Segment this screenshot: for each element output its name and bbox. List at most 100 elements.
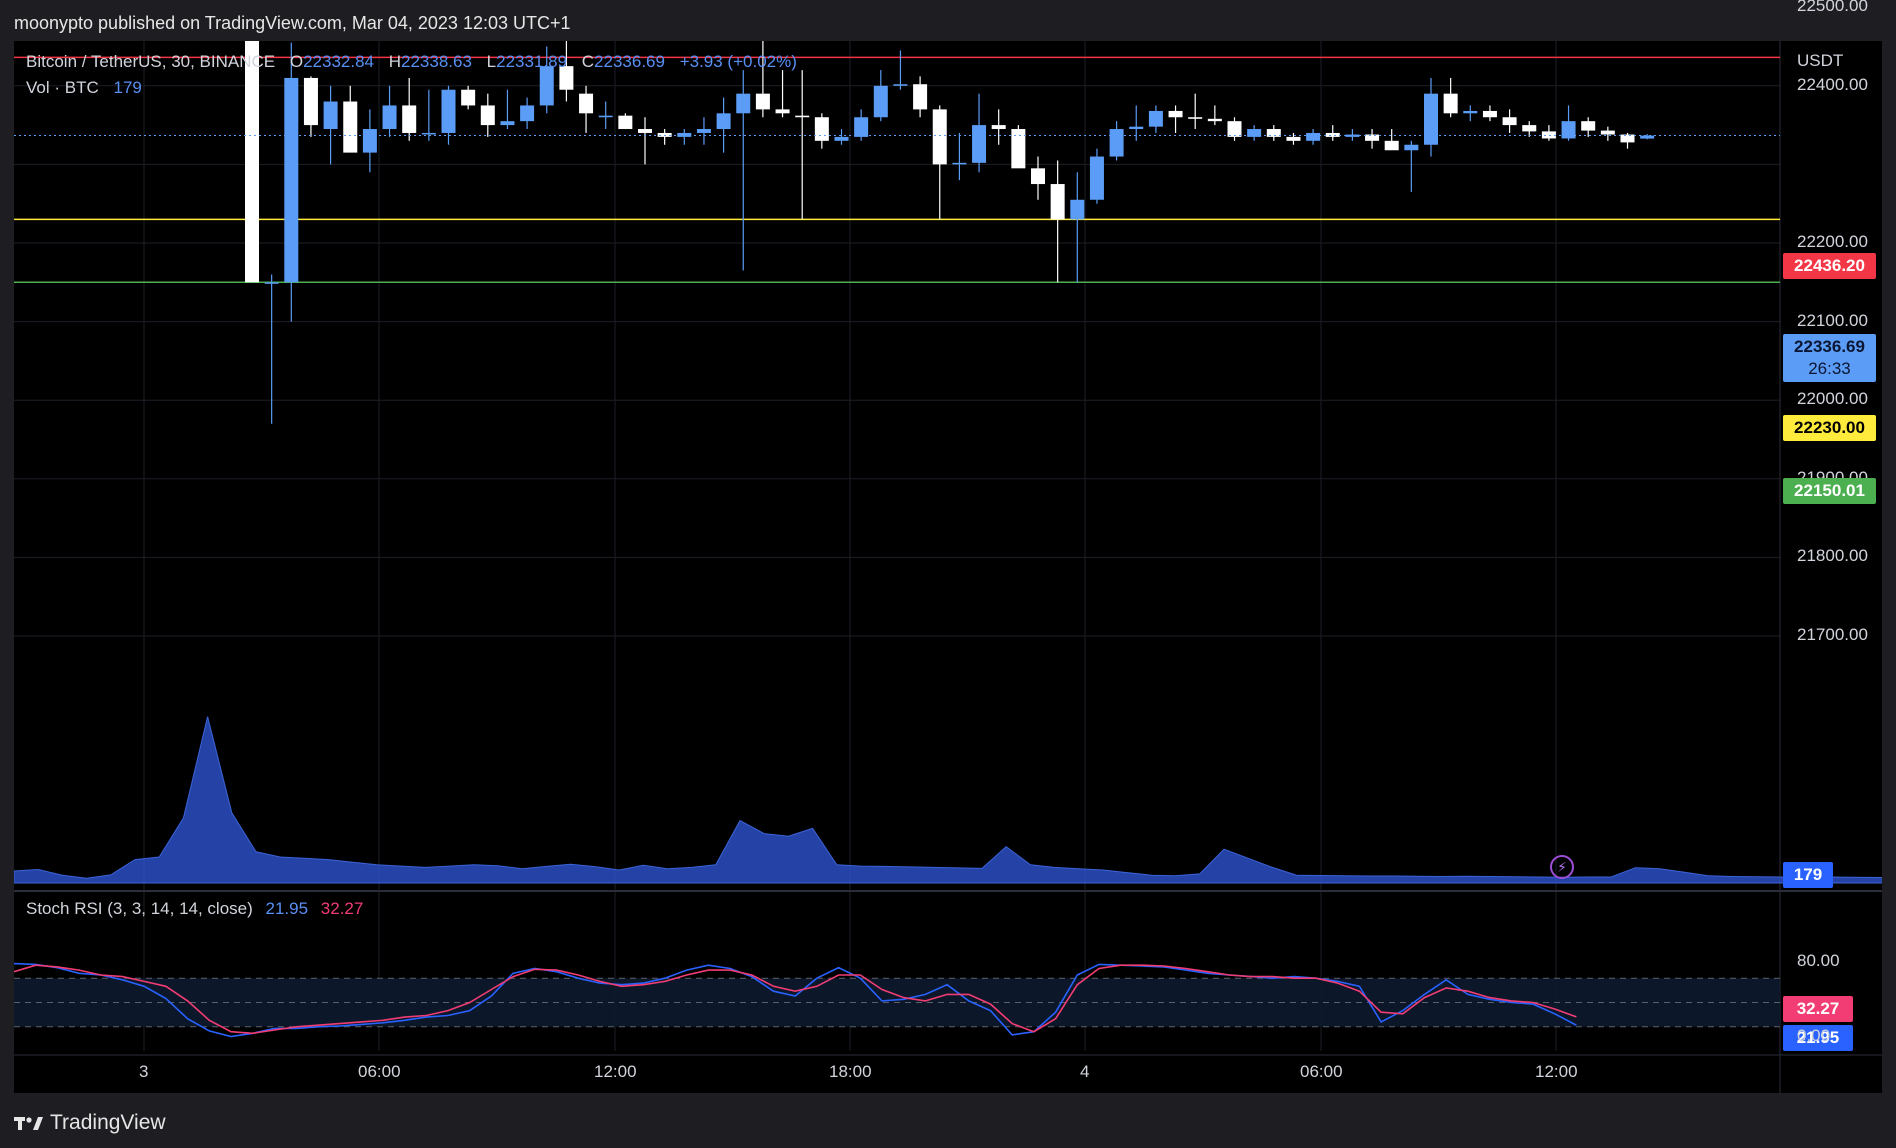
candle-body-28 [795,115,810,118]
current-price: 22336.69 [1794,337,1865,356]
candle-body-57 [1365,134,1380,141]
symbol-legend: Bitcoin / TetherUS, 30, BINANCE O22332.8… [26,51,797,73]
time-tick-2: 12:00 [594,1062,637,1081]
candle-body-46 [1148,110,1163,127]
stoch-label[interactable]: Stoch RSI (3, 3, 14, 14, close) [26,899,253,918]
candle-body-18 [598,115,613,118]
candle-body-2 [284,77,299,283]
price-tick-8: 21700.00 [1797,625,1868,644]
change-value: +3.93 (+0.02%) [679,52,797,71]
candle-body-33 [893,84,908,86]
candle-body-59 [1404,144,1419,151]
candle-body-16 [559,66,574,90]
time-tick-5: 06:00 [1300,1062,1343,1081]
candle-body-21 [657,132,672,137]
yellow-level-price-tag: 22230.00 [1783,415,1876,441]
candle-body-47 [1168,110,1183,118]
candle-body-23 [696,129,711,133]
candle-body-65 [1522,125,1537,132]
volume-tag: 179 [1783,862,1833,888]
candle-body-58 [1384,140,1399,151]
close-label: C [581,52,595,71]
price-tick-3: 22200.00 [1797,232,1868,251]
resistance-price-tag: 22436.20 [1783,253,1876,279]
price-tick-4: 22100.00 [1797,310,1868,330]
candle-body-44 [1109,129,1124,157]
candle-body-22 [677,132,692,137]
candle-body-13 [500,121,515,126]
candle-body-14 [520,105,535,122]
time-tick-0: 3 [139,1062,149,1081]
time-tick-6: 12:00 [1535,1062,1578,1081]
candle-body-63 [1482,110,1497,118]
candle-body-68 [1581,121,1596,131]
candle-body-54 [1306,132,1321,141]
candle-body-32 [873,85,888,118]
high-label: H [388,52,402,71]
tradingview-logo-icon [14,1117,43,1130]
chart-canvas[interactable] [14,41,1882,1093]
candle-body-7 [382,105,397,130]
candle-body-15 [539,66,554,106]
candle-body-51 [1247,129,1262,137]
stoch-d-tag: 32.27 [1783,996,1853,1022]
candle-body-49 [1207,118,1222,122]
stoch-tick-80: 80.00 [1797,951,1840,970]
current-price-tag: 22336.69 26:33 [1783,334,1876,382]
candle-body-12 [480,105,495,126]
candle-body-62 [1463,110,1478,114]
footer: TradingView [14,1108,166,1138]
candle-body-60 [1424,93,1438,145]
candle-body-10 [441,89,456,133]
chart-frame[interactable]: Bitcoin / TetherUS, 30, BINANCE O22332.8… [14,0,1882,1093]
high-value: 22338.63 [401,52,472,71]
candle-body-41 [1050,184,1065,220]
candle-body-27 [775,109,790,114]
price-tick-2: 22400.00 [1797,74,1868,94]
time-tick-3: 18:00 [829,1062,872,1081]
candle-body-42 [1070,199,1085,220]
volume-legend: Vol · BTC 179 [26,77,142,99]
candle-body-37 [972,125,987,163]
candle-body-30 [834,136,849,141]
low-value: 22331.89 [496,52,568,71]
candle-body-38 [991,125,1006,130]
candle-body-56 [1345,134,1360,137]
candle-body-26 [755,93,770,110]
candle-body-40 [1031,168,1045,185]
candle-body-64 [1502,117,1517,126]
candle-body-17 [579,93,594,114]
candle-body-11 [461,89,476,106]
green-level-price-tag: 22150.01 [1783,478,1876,504]
symbol-title[interactable]: Bitcoin / TetherUS, 30, BINANCE [26,52,276,71]
lightning-icon[interactable]: ⚡ [1550,855,1574,879]
open-label: O [289,52,304,71]
candle-body-55 [1325,132,1340,137]
stoch-k-value: 21.95 [265,899,309,918]
candle-body-69 [1600,130,1615,135]
footer-brand[interactable]: TradingView [50,1111,166,1134]
candle-body-70 [1620,134,1635,143]
volume-label[interactable]: Vol · BTC [26,78,99,97]
stoch-d-line [14,964,1577,1035]
candle-body-3 [303,77,318,126]
open-value: 22332.84 [303,52,374,71]
time-tick-4: 4 [1080,1062,1090,1081]
candle-body-71 [1640,135,1655,139]
candle-body-50 [1227,121,1242,137]
candle-body-67 [1561,121,1576,139]
stoch-tick-0: 0.00 [1797,1026,1831,1045]
candle-body-24 [716,113,731,130]
candle-body-66 [1541,131,1556,139]
candle-body-39 [1011,129,1026,169]
low-label: L [486,52,497,71]
stoch-d-value: 32.27 [320,899,364,918]
candle-body-5 [343,101,358,153]
candle-body-29 [814,117,829,141]
publisher-header: moonypto published on TradingView.com, M… [14,13,571,33]
currency-label: USDT [1797,51,1844,70]
candle-body-53 [1286,136,1301,141]
candle-body-35 [932,109,947,165]
candle-body-0 [245,41,259,283]
close-value: 22336.69 [594,52,665,71]
